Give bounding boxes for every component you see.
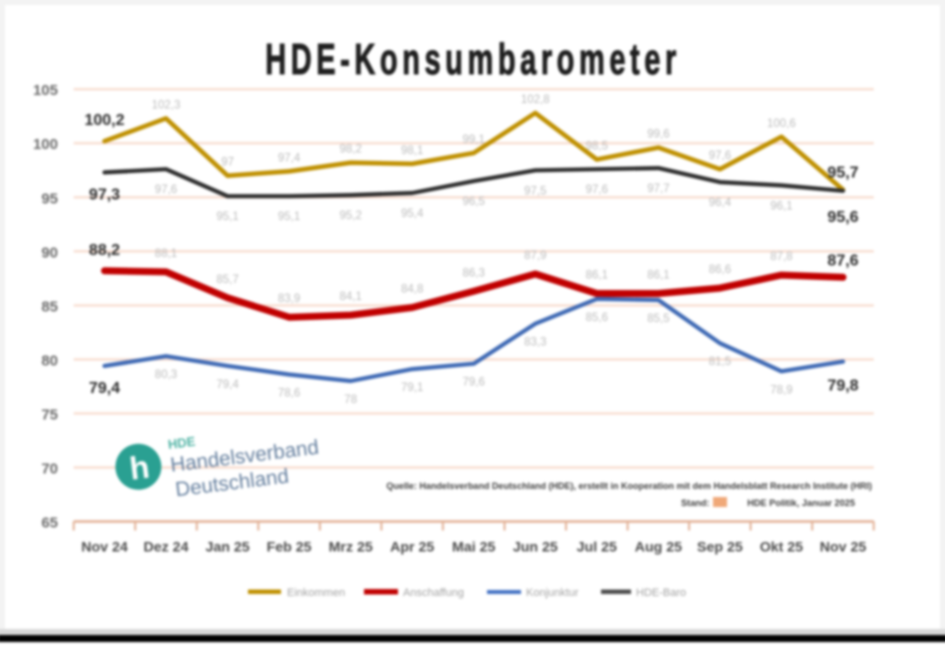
svg-text:78,9: 78,9 (770, 384, 792, 396)
svg-text:Apr 25: Apr 25 (390, 540, 434, 556)
svg-text:Feb 25: Feb 25 (267, 540, 312, 556)
svg-text:h: h (128, 449, 152, 487)
svg-text:Sep 25: Sep 25 (697, 540, 743, 556)
svg-text:HDE Politik, Januar 2025: HDE Politik, Januar 2025 (747, 498, 855, 508)
svg-text:79,4: 79,4 (216, 379, 239, 391)
svg-text:100: 100 (33, 136, 58, 153)
svg-text:Jan 25: Jan 25 (206, 540, 250, 556)
svg-text:97,5: 97,5 (524, 185, 546, 197)
svg-text:HDE: HDE (167, 434, 196, 452)
svg-text:Quelle: Handelsverband Deutsch: Quelle: Handelsverband Deutschland (HDE)… (386, 481, 872, 491)
svg-text:102,8: 102,8 (521, 94, 550, 106)
svg-text:86,1: 86,1 (586, 270, 608, 282)
svg-text:Nov 25: Nov 25 (820, 540, 867, 556)
svg-text:90: 90 (41, 244, 58, 261)
svg-text:99,6: 99,6 (647, 129, 669, 141)
svg-text:83,3: 83,3 (524, 337, 546, 349)
svg-text:98,2: 98,2 (340, 144, 362, 156)
svg-text:95: 95 (41, 190, 58, 207)
svg-text:85,6: 85,6 (586, 312, 608, 324)
svg-text:Anschaffung: Anschaffung (403, 587, 464, 599)
svg-text:95,4: 95,4 (401, 208, 424, 220)
svg-text:79,8: 79,8 (827, 378, 858, 395)
svg-text:96,5: 96,5 (463, 196, 485, 208)
svg-text:87,8: 87,8 (770, 251, 792, 263)
svg-text:65: 65 (41, 515, 58, 532)
svg-text:HDE-Baro: HDE-Baro (636, 587, 686, 599)
svg-text:Mai 25: Mai 25 (452, 540, 495, 556)
svg-text:100,2: 100,2 (84, 112, 124, 129)
svg-text:96,4: 96,4 (709, 197, 732, 209)
svg-text:86,6: 86,6 (709, 264, 731, 276)
svg-text:85: 85 (41, 298, 58, 315)
svg-text:97: 97 (221, 157, 234, 169)
svg-text:97,6: 97,6 (709, 150, 731, 162)
svg-text:98,1: 98,1 (401, 145, 423, 157)
svg-text:97,4: 97,4 (278, 152, 301, 164)
svg-text:Mrz 25: Mrz 25 (329, 540, 373, 556)
svg-text:80: 80 (41, 352, 58, 369)
svg-text:79,4: 79,4 (89, 380, 120, 397)
svg-text:97,6: 97,6 (155, 184, 177, 196)
svg-text:79,6: 79,6 (463, 377, 485, 389)
svg-text:Stand:: Stand: (681, 498, 710, 508)
svg-text:85,7: 85,7 (216, 274, 238, 286)
svg-text:78,6: 78,6 (278, 388, 300, 400)
svg-text:84,1: 84,1 (340, 291, 362, 303)
svg-text:95,1: 95,1 (216, 211, 238, 223)
svg-text:Dez 24: Dez 24 (144, 540, 189, 556)
svg-text:88,1: 88,1 (155, 248, 177, 260)
svg-text:70: 70 (41, 461, 58, 478)
svg-text:Nov 24: Nov 24 (81, 540, 128, 556)
svg-text:85,5: 85,5 (647, 313, 669, 325)
svg-text:84,8: 84,8 (401, 284, 423, 296)
svg-text:102,3: 102,3 (152, 99, 181, 111)
svg-text:99,1: 99,1 (463, 134, 485, 146)
svg-text:75: 75 (41, 406, 58, 423)
svg-text:86,3: 86,3 (463, 267, 485, 279)
svg-text:Einkommen: Einkommen (287, 587, 345, 599)
svg-text:Aug 25: Aug 25 (635, 540, 682, 556)
svg-text:87,6: 87,6 (827, 252, 858, 269)
svg-text:88,2: 88,2 (89, 242, 120, 259)
svg-text:87,9: 87,9 (524, 250, 546, 262)
svg-text:Konjunktur: Konjunktur (526, 587, 579, 599)
svg-text:86,1: 86,1 (647, 270, 669, 282)
svg-text:95,2: 95,2 (340, 210, 362, 222)
svg-text:Jul 25: Jul 25 (577, 540, 617, 556)
svg-text:105: 105 (33, 82, 58, 99)
svg-text:96,1: 96,1 (770, 200, 792, 212)
svg-text:97,6: 97,6 (586, 184, 608, 196)
svg-text:98,5: 98,5 (586, 141, 608, 153)
svg-text:Jun 25: Jun 25 (513, 540, 558, 556)
svg-text:83,9: 83,9 (278, 293, 300, 305)
svg-text:97,3: 97,3 (89, 186, 120, 203)
svg-text:78: 78 (344, 394, 357, 406)
svg-text:Okt 25: Okt 25 (760, 540, 803, 556)
svg-text:79,1: 79,1 (401, 382, 423, 394)
svg-text:100,6: 100,6 (767, 118, 796, 130)
svg-text:95,7: 95,7 (827, 165, 858, 182)
svg-text:95,1: 95,1 (278, 211, 300, 223)
svg-text:81,5: 81,5 (709, 356, 731, 368)
svg-text:HDE-Konsumbarometer: HDE-Konsumbarometer (265, 34, 681, 84)
svg-text:95,6: 95,6 (827, 209, 858, 226)
svg-text:97,7: 97,7 (647, 183, 669, 195)
svg-text:80,3: 80,3 (155, 369, 177, 381)
